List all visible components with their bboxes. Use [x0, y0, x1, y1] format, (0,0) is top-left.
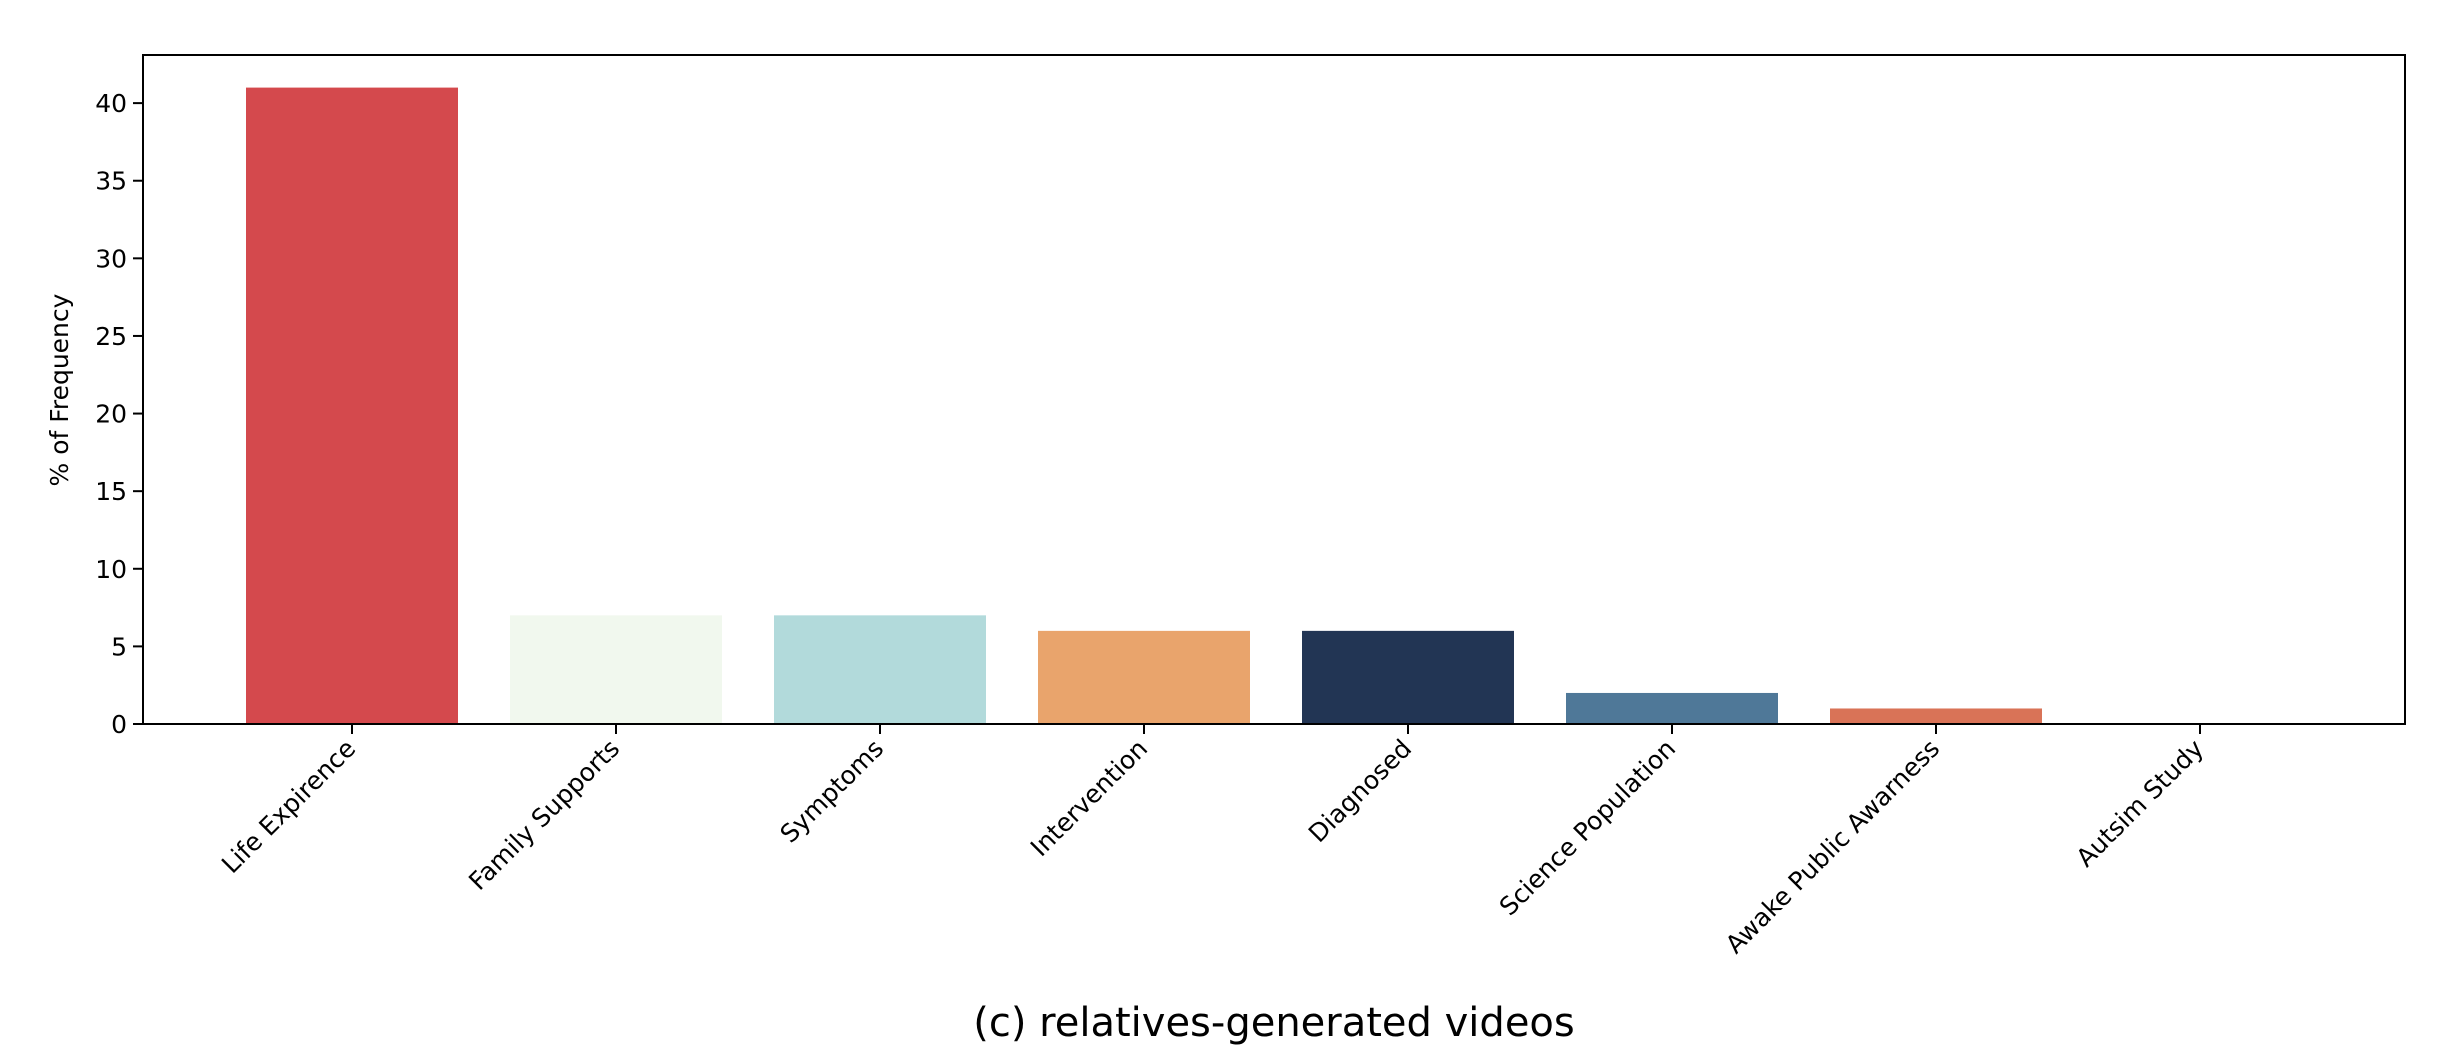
x-tick-label: Diagnosed: [1303, 734, 1417, 848]
y-tick-label: 10: [95, 555, 127, 584]
bar-awake-public-awarness: [1830, 708, 2042, 724]
bar-family-supports: [510, 615, 722, 724]
y-tick-label: 5: [111, 632, 127, 661]
x-tick-label: Life Expirence: [216, 734, 361, 879]
y-tick-label: 25: [95, 322, 127, 351]
y-tick-label: 40: [95, 89, 127, 118]
y-tick-label: 35: [95, 167, 127, 196]
x-tick-label: Awake Public Awarness: [1720, 734, 1945, 959]
bar-life-expirence: [246, 87, 458, 724]
y-tick-label: 0: [111, 710, 127, 739]
y-tick-label: 20: [95, 400, 127, 429]
bars-group: [246, 87, 2042, 724]
y-tick-label: 30: [95, 244, 127, 273]
x-tick-label: Family Supports: [463, 734, 625, 896]
x-tick-label: Science Population: [1494, 734, 1682, 922]
bar-diagnosed: [1302, 630, 1514, 724]
y-axis-label: % of Frequency: [45, 293, 74, 486]
bar-symptoms: [774, 615, 986, 724]
x-tick-label: Autsim Study: [2071, 734, 2210, 873]
y-tick-label: 15: [95, 477, 127, 506]
bar-science-population: [1566, 692, 1778, 724]
x-tick-label: Symptoms: [774, 734, 889, 849]
plot-area-frame: [142, 54, 2406, 725]
bar-intervention: [1038, 630, 1250, 724]
chart-caption: (c) relatives-generated videos: [973, 1000, 1574, 1046]
x-tick-label: Intervention: [1025, 734, 1153, 862]
x-axis-ticks: Life Expirence Family Supports Symptoms Int…: [216, 724, 2209, 959]
y-axis-ticks: 0 5 10 15 20 25 30 35 40: [95, 89, 143, 739]
